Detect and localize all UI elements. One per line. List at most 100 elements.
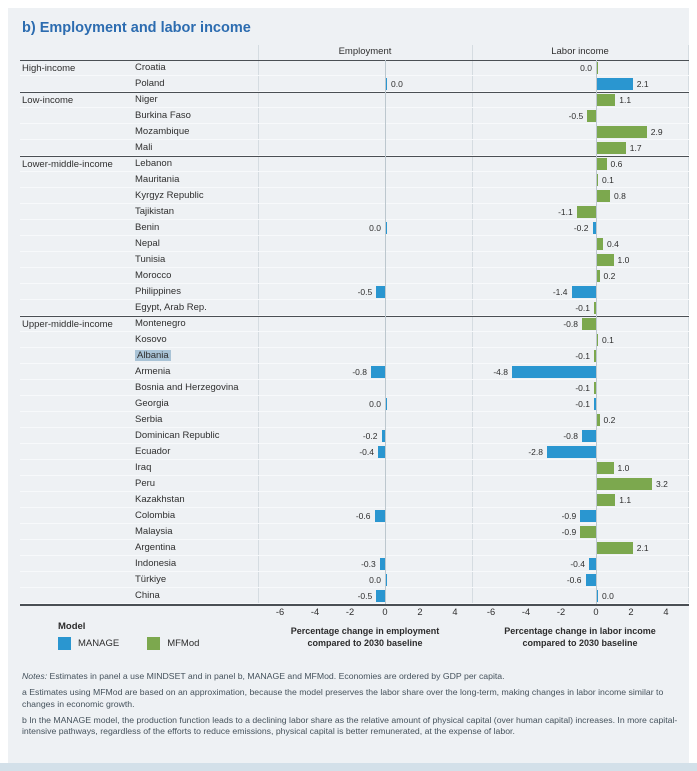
- row-separator-line: [20, 427, 689, 428]
- axis-caption-employment-line1: Percentage change in employment: [290, 626, 440, 636]
- country-label: Mauritania: [135, 174, 180, 185]
- notes-prefix: Notes:: [22, 671, 48, 681]
- bar-labor_income: [594, 302, 596, 314]
- bar-value-label: 2.9: [650, 126, 663, 137]
- bar-value-label: -0.2: [573, 222, 589, 233]
- row-separator-line: [20, 171, 689, 172]
- bar-value-label: 1.1: [619, 494, 632, 505]
- next-section-strip: [0, 763, 697, 771]
- country-label: Malaysia: [135, 526, 173, 537]
- bar-value-label: 0.0: [602, 590, 614, 601]
- bar-labor_income: [596, 94, 616, 106]
- bar-value-label: 0.1: [602, 334, 614, 345]
- panel-divider-middle: [472, 45, 473, 604]
- bar-value-label: -0.5: [357, 286, 373, 297]
- bar-labor_income: [594, 382, 596, 394]
- axis-caption-labor-income-line1: Percentage change in labor income: [504, 626, 656, 636]
- bar-value-label: 0.2: [603, 414, 616, 425]
- bar-value-label: 0.4: [607, 238, 619, 249]
- bar-labor_income: [596, 590, 598, 602]
- country-label: Burkina Faso: [135, 110, 191, 121]
- bar-employment: [374, 510, 385, 522]
- axis-tick-label: -4: [521, 607, 531, 617]
- bar-value-label: -0.9: [561, 510, 577, 521]
- country-label: Montenegro: [135, 318, 186, 329]
- bar-employment: [385, 222, 387, 234]
- country-label: Tajikistan: [135, 206, 175, 217]
- bar-value-label: -0.3: [361, 558, 376, 569]
- bar-employment: [376, 590, 385, 602]
- row-separator-line: [20, 251, 689, 252]
- bar-labor_income: [596, 238, 603, 250]
- country-label: Mali: [135, 142, 153, 153]
- country-label: Kazakhstan: [135, 494, 185, 505]
- bar-employment: [385, 398, 387, 410]
- bar-labor_income: [596, 142, 626, 154]
- axis-tick-label: -2: [345, 607, 355, 617]
- legend-title: Model: [58, 621, 86, 632]
- bar-labor_income: [596, 494, 616, 506]
- bar-value-label: -0.8: [352, 366, 367, 377]
- bar-value-label: 0.0: [391, 78, 403, 89]
- row-separator-line: [20, 491, 689, 492]
- country-label: Dominican Republic: [135, 430, 220, 441]
- bar-employment: [376, 286, 385, 298]
- bar-value-label: 1.7: [629, 142, 642, 153]
- row-separator-line: [20, 571, 689, 572]
- country-label: Kyrgyz Republic: [135, 190, 204, 201]
- row-separator-line: [20, 539, 689, 540]
- bar-labor_income: [589, 558, 596, 570]
- row-separator-line: [20, 235, 689, 236]
- bar-value-label: -1.4: [552, 286, 568, 297]
- row-separator-line: [20, 411, 689, 412]
- bar-labor_income: [594, 350, 596, 362]
- row-separator-line: [20, 299, 689, 300]
- notes-line-3: b In the MANAGE model, the production fu…: [22, 714, 678, 737]
- bar-value-label: -1.1: [558, 206, 573, 217]
- country-label: Croatia: [135, 62, 166, 73]
- notes-line-1-text: Estimates in panel a use MINDSET and in …: [47, 671, 505, 681]
- row-separator-line: [20, 75, 689, 76]
- group-separator-line: [20, 92, 689, 93]
- bar-labor_income: [596, 78, 633, 90]
- axis-tick-label: -2: [556, 607, 566, 617]
- axis-tick-label: -6: [486, 607, 496, 617]
- bar-value-label: 0.0: [369, 222, 381, 233]
- bar-labor_income: [582, 430, 596, 442]
- country-label: Nepal: [135, 238, 160, 249]
- bar-value-label: 2.1: [636, 542, 649, 553]
- bar-labor_income: [594, 398, 596, 410]
- bar-labor_income: [596, 158, 607, 170]
- bar-value-label: 0.2: [603, 270, 616, 281]
- row-separator-line: [20, 587, 689, 588]
- legend-item-manage: MANAGE: [58, 637, 119, 650]
- legend-swatch-manage: [58, 637, 71, 650]
- country-label: Indonesia: [135, 558, 177, 569]
- country-label: Kosovo: [135, 334, 167, 345]
- bar-value-label: -0.1: [575, 398, 590, 409]
- group-separator-line: [20, 316, 689, 317]
- bar-labor_income: [596, 190, 610, 202]
- country-label: Ecuador: [135, 446, 171, 457]
- bar-labor_income: [596, 174, 598, 186]
- row-separator-line: [20, 283, 689, 284]
- bar-value-label: -0.1: [575, 382, 590, 393]
- country-label: Serbia: [135, 414, 163, 425]
- bar-labor_income: [596, 254, 614, 266]
- legend-item-label: MFMod: [167, 638, 200, 649]
- bar-employment: [381, 430, 385, 442]
- row-separator-line: [20, 267, 689, 268]
- group-label: Low-income: [22, 95, 74, 106]
- bar-value-label: -0.6: [355, 510, 371, 521]
- row-separator-line: [20, 459, 689, 460]
- column-header-labor-income: Labor income: [551, 46, 609, 57]
- row-separator-line: [20, 475, 689, 476]
- row-separator-line: [20, 331, 689, 332]
- bar-labor_income: [592, 222, 596, 234]
- country-label: Egypt, Arab Rep.: [135, 302, 207, 313]
- bar-labor_income: [582, 318, 596, 330]
- country-label: Türkiye: [135, 574, 167, 585]
- notes: Notes: Estimates in panel a use MINDSET …: [22, 671, 684, 743]
- highlighted-country-label: Albania: [135, 350, 171, 361]
- notes-line-2: a Estimates using MFMod are based on an …: [22, 687, 664, 709]
